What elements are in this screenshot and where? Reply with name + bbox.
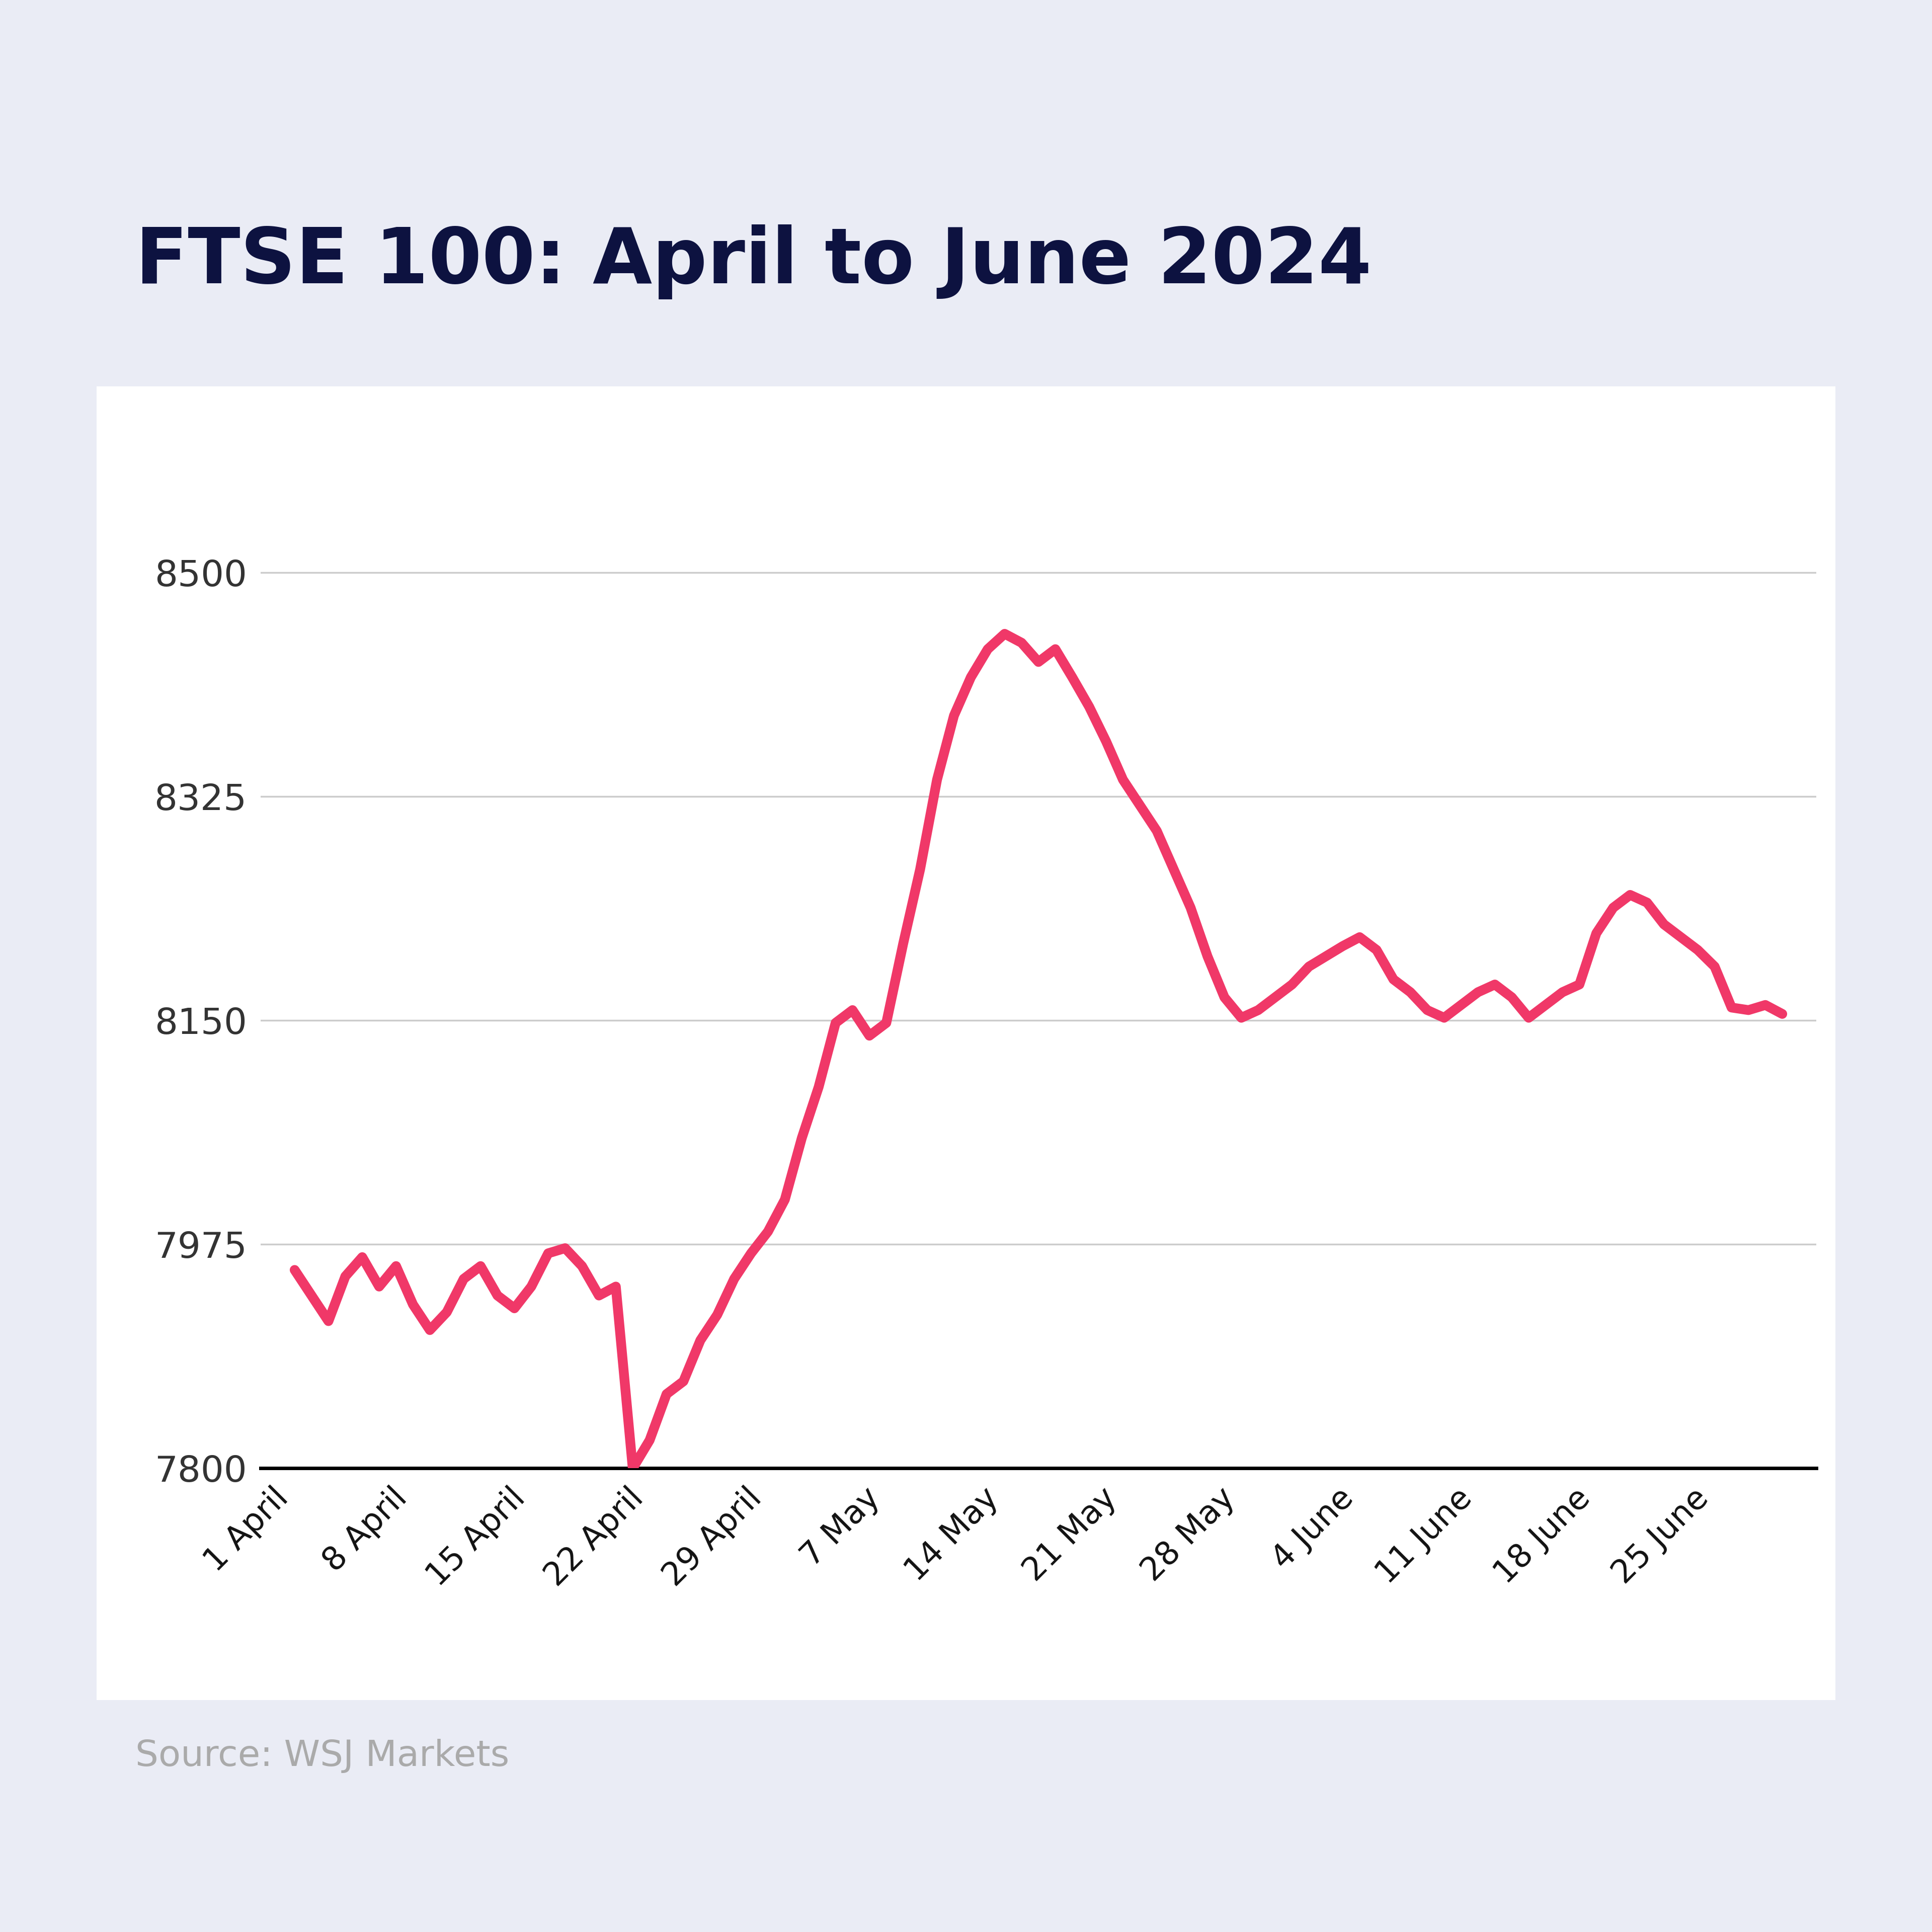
Text: Source: WSJ Markets: Source: WSJ Markets: [135, 1739, 510, 1774]
Text: FTSE 100: April to June 2024: FTSE 100: April to June 2024: [135, 224, 1372, 299]
FancyBboxPatch shape: [79, 373, 1853, 1714]
